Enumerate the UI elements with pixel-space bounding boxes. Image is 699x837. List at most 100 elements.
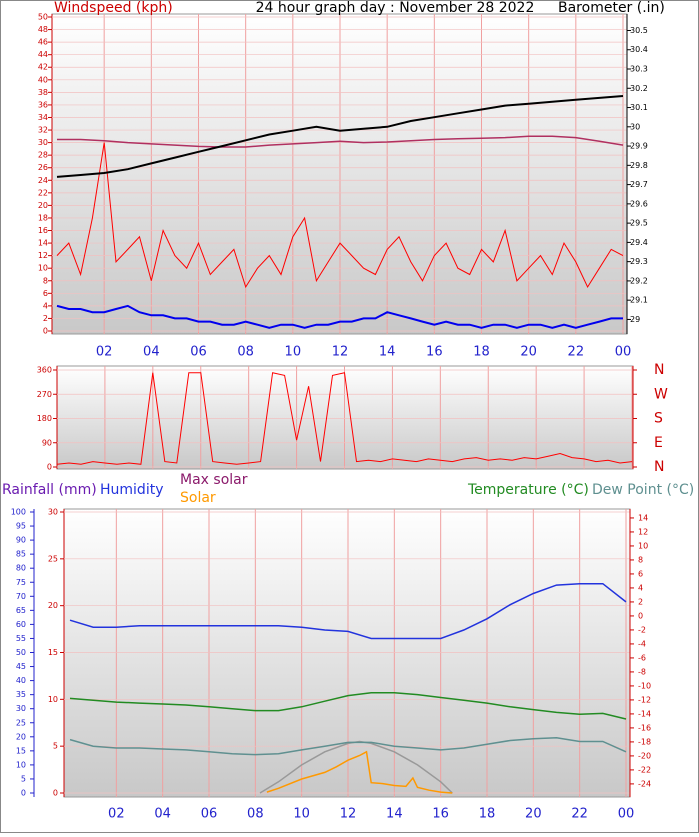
y2-tick-label: W — [654, 386, 668, 402]
y-tick-label: 50 — [38, 13, 48, 22]
y2-tick-label: 29.5 — [630, 219, 648, 228]
y3-tick-label: 10 — [16, 760, 26, 769]
y2-tick-label: -8 — [638, 667, 646, 676]
x-tick-label: 10 — [293, 807, 310, 822]
x-tick-label: 04 — [143, 345, 160, 360]
y-tick-label: 30 — [38, 138, 48, 147]
y2-tick-label: S — [654, 411, 663, 427]
y-tick-label: 16 — [38, 226, 48, 235]
x-tick-label: 06 — [201, 807, 218, 822]
y3-tick-label: 45 — [16, 662, 26, 671]
y2-tick-label: 29.2 — [630, 276, 648, 285]
y2-tick-label: -14 — [638, 709, 651, 718]
series-line — [266, 750, 453, 794]
y-tick-label: 20 — [48, 601, 58, 610]
y-tick-label: 90 — [42, 438, 52, 447]
y3-tick-label: 40 — [16, 676, 26, 685]
y-tick-label: 0 — [47, 463, 52, 472]
y2-tick-label: 29.4 — [630, 238, 648, 247]
y2-tick-label: -20 — [638, 751, 651, 760]
y-tick-label: 270 — [37, 390, 52, 399]
y-tick-label: 46 — [38, 38, 48, 47]
x-tick-label: 16 — [426, 345, 443, 360]
series-line — [69, 582, 627, 640]
x-tick-label: 14 — [386, 807, 403, 822]
y-tick-label: 12 — [38, 251, 48, 260]
y-tick-label: 10 — [48, 695, 58, 704]
y3-tick-label: 30 — [16, 704, 26, 713]
y3-tick-label: 5 — [21, 774, 26, 783]
y3-tick-label: 15 — [16, 746, 26, 755]
x-tick-label: 04 — [154, 807, 171, 822]
y-tick-label: 8 — [43, 276, 48, 285]
series-line — [69, 736, 627, 756]
y-tick-label: 15 — [48, 648, 58, 657]
y2-tick-label: N — [654, 459, 664, 475]
x-tick-label: 02 — [108, 807, 125, 822]
y-tick-label: 42 — [38, 63, 48, 72]
y-tick-label: 44 — [38, 50, 48, 59]
x-tick-label: 06 — [190, 345, 207, 360]
x-tick-label: 14 — [379, 345, 396, 360]
y2-tick-label: 8 — [638, 555, 643, 564]
y3-tick-label: 85 — [16, 550, 26, 559]
y2-tick-label: -22 — [638, 765, 651, 774]
y2-tick-label: 30.5 — [630, 26, 648, 35]
y-tick-label: 48 — [38, 25, 48, 34]
y-tick-label: 38 — [38, 88, 48, 97]
y2-tick-label: 12 — [638, 527, 648, 536]
y-tick-label: 28 — [38, 151, 48, 160]
series-line — [56, 95, 624, 178]
y2-tick-label: E — [654, 435, 663, 451]
x-tick-label: 00 — [618, 807, 635, 822]
plots: 02 04 06 08 10 12 14 16 18 20 22 000246810121416182… — [2, 0, 694, 822]
x-tick-label: 08 — [247, 807, 264, 822]
x-tick-label: 16 — [432, 807, 449, 822]
x-tick-label: 12 — [332, 345, 349, 360]
y2-tick-label: -6 — [638, 653, 646, 662]
y2-axis-title: Barometer (.in) — [558, 0, 665, 16]
y-tick-label: 5 — [53, 742, 58, 751]
y3-tick-label: 35 — [16, 690, 26, 699]
y2-tick-label: 30.3 — [630, 65, 648, 74]
y3-tick-label: 95 — [16, 522, 26, 531]
y-tick-label: 22 — [38, 188, 48, 197]
x-tick-label: 10 — [285, 345, 302, 360]
y-tick-label: 34 — [38, 113, 48, 122]
series-line — [56, 372, 633, 465]
y2-tick-label: 30.1 — [630, 103, 648, 112]
y-tick-label: 36 — [38, 100, 48, 109]
y3-tick-label: 55 — [16, 634, 26, 643]
x-tick-label: 12 — [340, 807, 357, 822]
legend-label: Solar — [180, 490, 216, 506]
series-line — [56, 304, 623, 329]
y3-tick-label: 25 — [16, 718, 26, 727]
legend-label: Dew Point (°C) — [592, 482, 694, 498]
y2-tick-label: 29.1 — [630, 296, 648, 305]
y3-tick-label: 90 — [16, 536, 26, 545]
y2-tick-label: -2 — [638, 625, 646, 634]
y2-tick-label: 10 — [638, 541, 648, 550]
y-tick-label: 20 — [38, 201, 48, 210]
series-line — [56, 142, 624, 289]
x-tick-label: 18 — [479, 807, 496, 822]
y3-tick-label: 80 — [16, 564, 26, 573]
y2-tick-label: -10 — [638, 681, 651, 690]
series-line — [57, 135, 624, 148]
y-tick-label: 25 — [48, 554, 58, 563]
y2-tick-label: -4 — [638, 639, 646, 648]
y-tick-label: 2 — [43, 314, 48, 323]
y2-tick-label: 6 — [638, 569, 643, 578]
legend-label: Temperature (°C) — [467, 482, 589, 498]
x-tick-label: 20 — [520, 345, 537, 360]
y3-tick-label: 0 — [21, 789, 26, 798]
y2-tick-label: 29.3 — [630, 257, 648, 266]
series-line — [259, 740, 453, 794]
y2-tick-label: 29.9 — [630, 142, 648, 151]
x-tick-label: 00 — [615, 345, 632, 360]
y2-tick-label: 29 — [630, 315, 640, 324]
y2-tick-label: -16 — [638, 723, 651, 732]
plot-background — [63, 508, 631, 798]
x-tick-label: 22 — [571, 807, 588, 822]
y-tick-label: 0 — [43, 327, 48, 336]
